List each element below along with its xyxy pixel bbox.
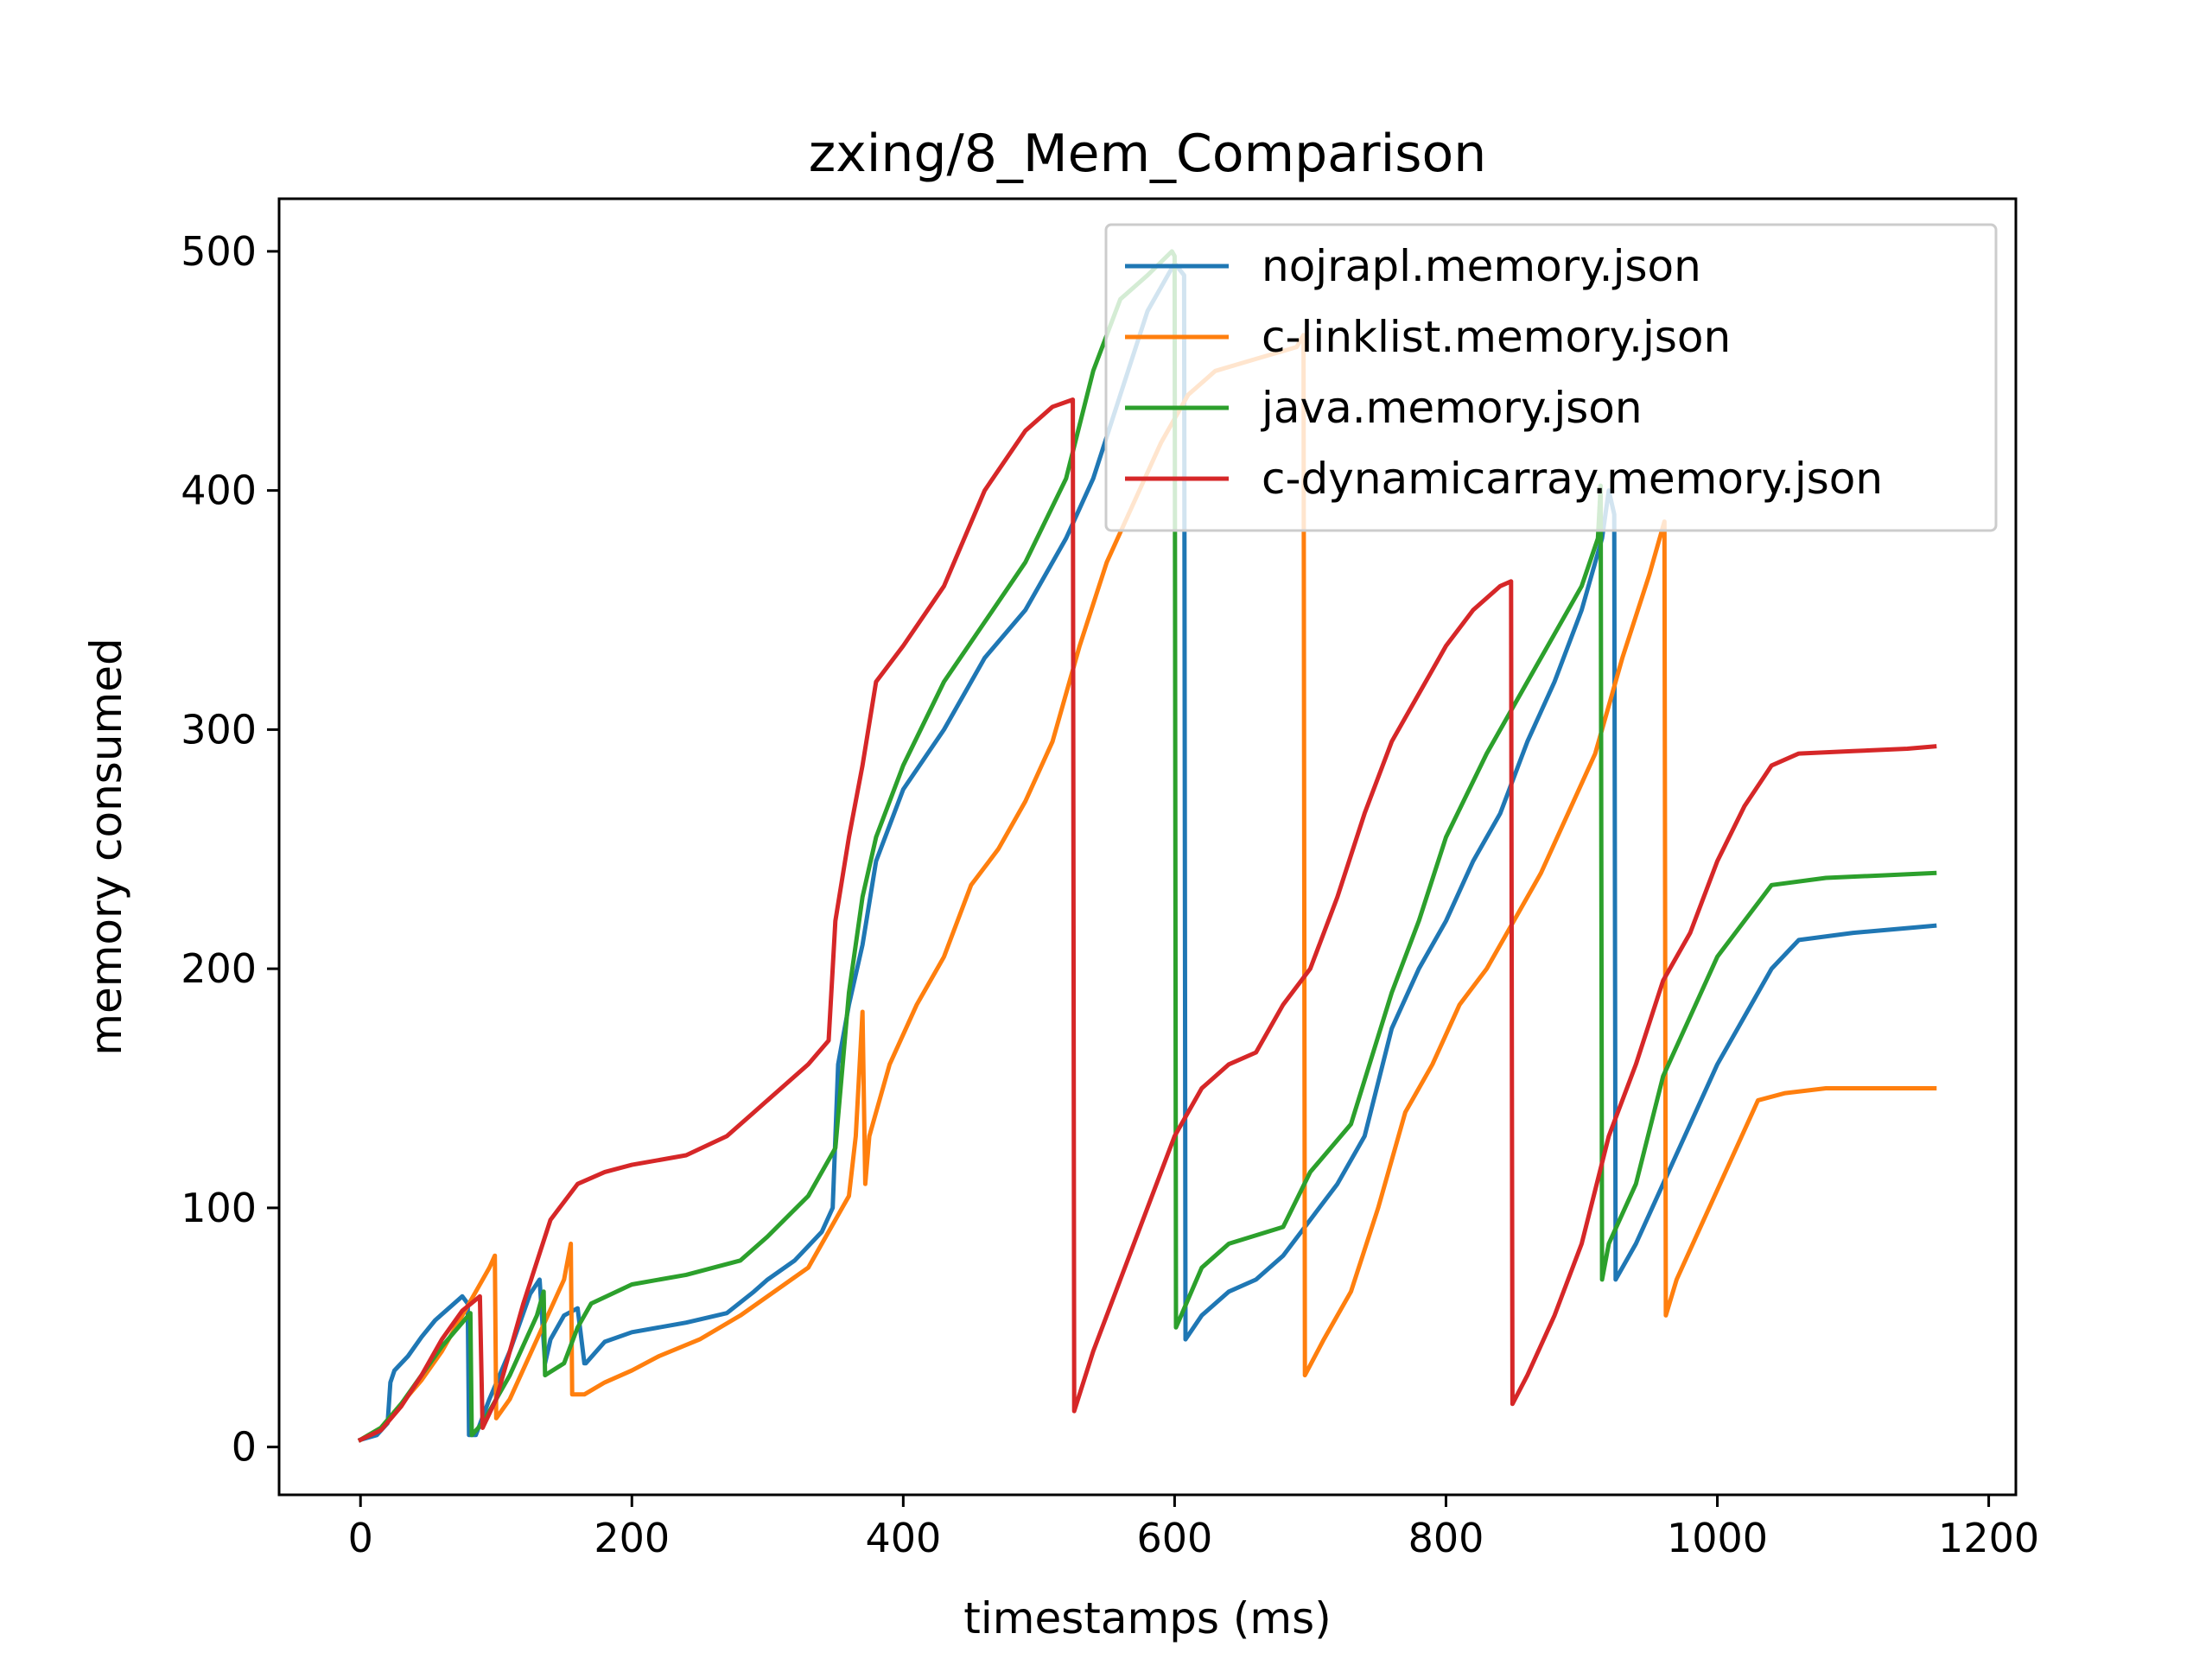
x-tick-label-5: 1000 [1667, 1515, 1768, 1561]
legend-label-2: java.memory.json [1261, 383, 1643, 433]
x-tick-label-2: 400 [865, 1515, 941, 1561]
x-tick-label-4: 800 [1408, 1515, 1484, 1561]
x-axis: 0 200 400 600 800 1000 1200 [348, 1495, 2039, 1561]
series-line-1 [357, 333, 1937, 1443]
y-tick-label-4: 400 [181, 467, 257, 514]
y-tick-label-0: 0 [232, 1424, 257, 1471]
series-line-3 [357, 397, 1937, 1443]
x-tick-label-3: 600 [1137, 1515, 1213, 1561]
x-tick-label-6: 1200 [1938, 1515, 2039, 1561]
y-tick-label-1: 100 [181, 1185, 257, 1231]
x-tick-label-1: 200 [594, 1515, 670, 1561]
y-tick-label-5: 500 [181, 228, 257, 275]
legend: nojrapl.memory.json c-linklist.memory.jso… [1104, 223, 1998, 532]
chart-title: zxing/8_Mem_Comparison [809, 124, 1487, 184]
legend-label-0: nojrapl.memory.json [1262, 241, 1701, 291]
legend-label-3: c-dynamicarray.memory.json [1262, 454, 1883, 504]
plot-frame [277, 197, 2018, 1497]
x-axis-title: timestamps (ms) [963, 1593, 1331, 1643]
series-line-2 [357, 249, 1937, 1443]
legend-box [1104, 223, 1998, 532]
y-axis: 0 100 200 300 400 500 [181, 228, 279, 1471]
x-tick-label-0: 0 [348, 1515, 373, 1561]
y-tick-label-3: 300 [181, 706, 257, 753]
legend-label-1: c-linklist.memory.json [1262, 312, 1731, 362]
y-axis-title: memory consumed [81, 638, 131, 1056]
y-tick-label-2: 200 [181, 945, 257, 992]
